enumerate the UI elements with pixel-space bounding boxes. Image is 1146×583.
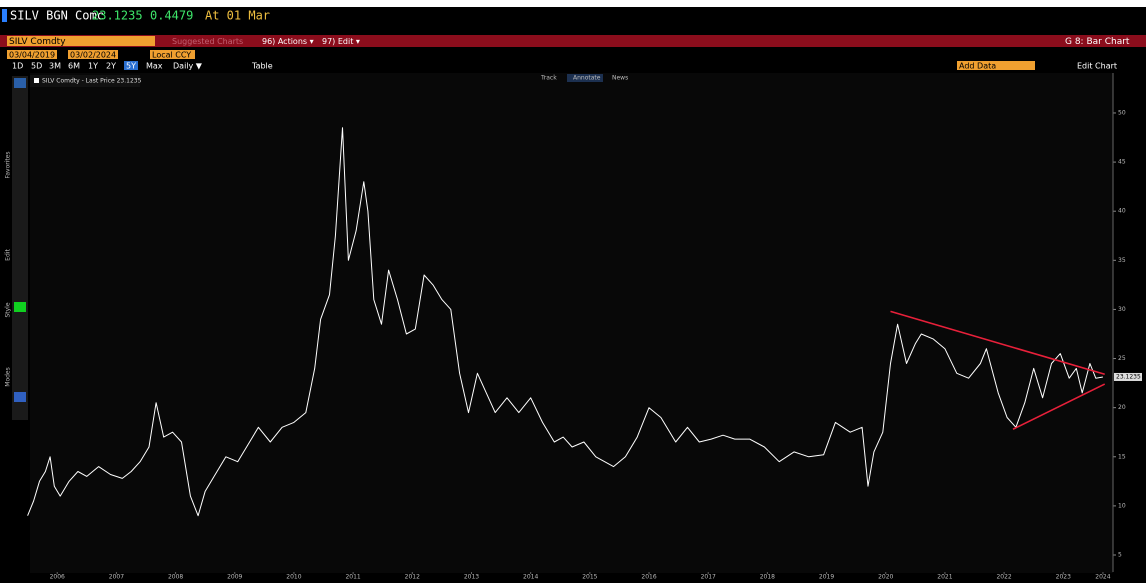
tool-icon[interactable] [14,392,26,402]
period-selected [124,61,138,70]
y-tick-label: 35 [1118,257,1126,264]
period-button[interactable]: 6M [68,62,80,71]
news[interactable]: News [612,75,628,82]
plot-area [30,73,1113,573]
toolbar [12,76,28,420]
x-tick-label: 2007 [109,574,124,581]
security-box[interactable] [7,36,155,46]
x-tick-label: 2017 [701,574,716,581]
header-icon [2,9,7,22]
ccy-box[interactable] [150,50,195,59]
period-button[interactable]: Max [146,62,163,71]
y-tick-label: 25 [1118,355,1126,362]
sidebar-label: Modes [5,367,12,386]
security[interactable]: SILV Comdty [9,37,66,47]
legend-swatch [34,78,39,83]
period-button[interactable]: 1Y [88,62,98,71]
edit-menu[interactable]: 97) Edit ▾ [322,37,360,46]
menu-bar [0,35,1146,47]
y-tick-label: 45 [1118,159,1126,166]
sidebar-label: Edit [5,249,12,261]
start-date[interactable]: 03/04/2019 [9,51,55,60]
y-tick-label: 50 [1118,109,1126,116]
x-tick-label: 2020 [878,574,893,581]
sidebar-tools [12,76,28,420]
frequency[interactable]: Daily ▼ [173,62,203,71]
x-tick-label: 2019 [819,574,834,581]
start-box[interactable] [7,50,57,59]
annotate[interactable]: Annotate [573,75,601,82]
legend-label: SILV Comdty - Last Price 23.1235 [42,78,142,85]
track[interactable]: Track [540,75,557,82]
add-data-box[interactable] [957,61,1035,70]
x-tick-label: 2012 [405,574,420,581]
y-tick-label: 15 [1118,453,1126,460]
x-tick-label: 2014 [523,574,538,581]
ticker: SILV BGN Comc [10,9,104,23]
y-tick-label: 10 [1118,502,1126,509]
x-tick-label: 2013 [464,574,479,581]
end-date[interactable]: 03/02/2024 [70,51,116,60]
end-box[interactable] [68,50,118,59]
time: At 01 Mar [205,9,270,23]
trendline [890,310,1105,376]
edit-chart[interactable]: Edit Chart [1077,62,1117,71]
suggested[interactable]: Suggested Charts [172,37,243,46]
last-value-label: 23.1235 [1116,373,1141,380]
sidebar-label: Style [5,302,12,317]
x-tick-label: 2021 [937,574,952,581]
add-data[interactable]: Add Data [959,62,996,71]
x-tick-label: 2022 [996,574,1011,581]
table-button[interactable]: Table [251,62,273,71]
y-tick-label: 5 [1118,552,1122,559]
x-tick-label: 2023 [1056,574,1071,581]
sidebar-label: Favorites [5,151,12,178]
chart: 5 10 15 20 25 30 35 40 45 50 2006 2007 2008 2009 2010 2… [27,73,1142,581]
x-tick-label: 2011 [345,574,360,581]
x-tick-label: 2006 [50,574,65,581]
x-tick-label: 2018 [760,574,775,581]
period-button[interactable]: 3M [49,62,61,71]
x-tick-label: 2024 [1095,574,1110,581]
x-tick-label: 2008 [168,574,183,581]
y-tick-label: 20 [1118,404,1126,411]
x-tick-label: 2016 [641,574,656,581]
price-line [27,127,1103,517]
change: 0.4479 [150,9,193,23]
currency[interactable]: Local CCY [152,51,191,60]
period-button[interactable]: 1D [12,62,23,71]
trendline [1012,383,1106,430]
y-tick-label: 30 [1118,306,1126,313]
last-value-box [1114,372,1142,381]
legend-box [30,75,140,87]
tool-icon[interactable] [14,78,26,88]
y-tick-label: 40 [1118,208,1126,215]
top-strip [0,0,1146,7]
tool-icon[interactable] [14,302,26,312]
page-name: G 8: Bar Chart [1065,37,1130,47]
header-bar [0,7,1146,24]
x-tick-label: 2009 [227,574,242,581]
actions[interactable]: 96) Actions ▾ [262,37,314,46]
period-button[interactable]: 5D [31,62,42,71]
price: 23.1235 [92,9,143,23]
x-tick-label: 2015 [582,574,597,581]
sidebar-labels: Favorites Edit Style Modes [5,151,12,386]
period-button[interactable]: 5Y [126,62,136,71]
period-button[interactable]: 2Y [106,62,116,71]
x-tick-label: 2010 [286,574,301,581]
period-buttons: 1D 5D 3M 6M 1Y 2Y 5Y Max [12,61,163,71]
annotate-box[interactable] [567,74,603,82]
